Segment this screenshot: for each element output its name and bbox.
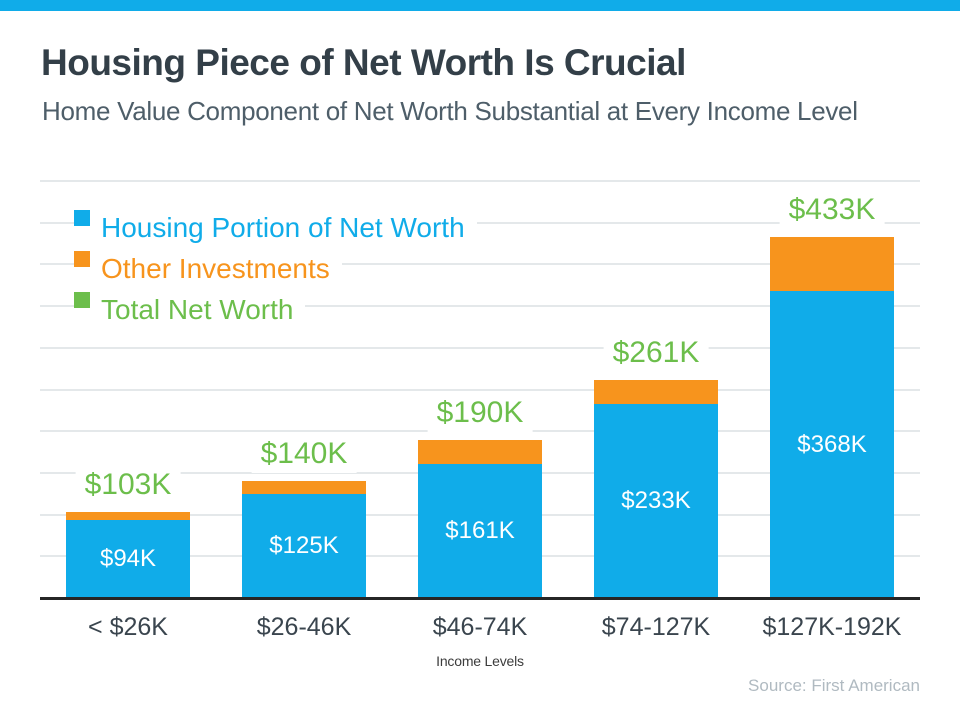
bar-other-investments-segment <box>66 512 190 520</box>
gridline <box>40 388 920 391</box>
top-accent-bar <box>0 0 960 11</box>
legend-swatch-icon <box>74 251 90 267</box>
x-axis-category-label: < $26K <box>88 613 168 641</box>
bar-housing-value-label: $233K <box>621 486 691 514</box>
bar-housing-value-label: $161K <box>445 516 515 544</box>
bar-housing-segment <box>242 493 366 598</box>
bar-housing-segment <box>594 403 718 598</box>
total-net-worth-label: $261K <box>603 334 709 373</box>
legend-item-label: Other Investments <box>101 253 330 284</box>
bar-housing-segment <box>418 463 542 598</box>
total-net-worth-label: $190K <box>427 393 533 432</box>
bar-housing-value-label: $125K <box>269 531 339 559</box>
total-net-worth-label: $103K <box>75 466 181 505</box>
x-axis-category-label: $74-127K <box>601 613 711 641</box>
gridline <box>40 221 920 224</box>
chart-legend: Housing Portion of Net Worth Other Invest… <box>74 208 477 331</box>
x-axis-category-label: $26-46K <box>256 613 352 641</box>
source-credit: Source: First American <box>748 676 920 695</box>
page-subtitle: Home Value Component of Net Worth Substa… <box>42 96 858 126</box>
legend-item-label: Total Net Worth <box>101 294 294 325</box>
bar-other-investments-segment <box>594 380 718 404</box>
bar-housing-segment <box>770 291 894 598</box>
gridline <box>40 263 920 266</box>
legend-item-label: Housing Portion of Net Worth <box>101 212 465 243</box>
bar-other-investments-segment <box>242 481 366 494</box>
x-axis-category-label: $127K-192K <box>762 613 902 641</box>
total-net-worth-label: $140K <box>251 435 357 474</box>
plot-area: $94K $103K $125K $140K $161K $190K $233K $261K $… <box>40 180 920 600</box>
x-axis-category-label: $46-74K <box>432 613 528 641</box>
legend-swatch-icon <box>74 292 90 308</box>
x-axis-labels: < $26K $26-46K $46-74K $74-127K $127K-192K <box>40 613 920 643</box>
bar-housing-value-label: $368K <box>797 430 867 458</box>
page-title: Housing Piece of Net Worth Is Crucial <box>41 42 686 83</box>
legend-swatch-icon <box>74 210 90 226</box>
x-axis-title: Income Levels <box>436 653 524 669</box>
bar-other-investments-segment <box>418 439 542 464</box>
bar-housing-value-label: $94K <box>99 544 157 572</box>
bar-housing-segment <box>66 519 190 598</box>
legend-item: Housing Portion of Net Worth <box>74 208 477 248</box>
gridline <box>40 305 920 308</box>
legend-item: Total Net Worth <box>74 290 306 330</box>
gridline <box>40 180 920 182</box>
bar-other-investments-segment <box>770 236 894 292</box>
total-net-worth-label: $433K <box>779 190 885 229</box>
gridline <box>40 346 920 349</box>
legend-item: Other Investments <box>74 249 342 289</box>
x-axis-line <box>40 597 920 600</box>
